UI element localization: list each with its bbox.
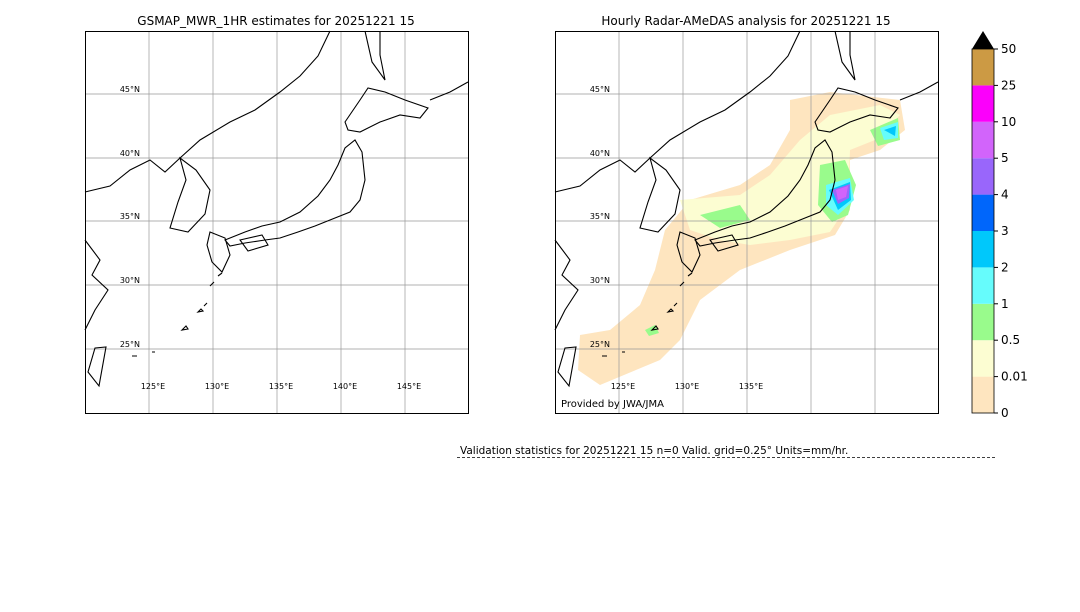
colorbar-label: 0.5 xyxy=(1001,333,1020,347)
colorbar-label: 4 xyxy=(1001,188,1009,202)
colorbar-label: 25 xyxy=(1001,78,1016,92)
colorbar-segment xyxy=(972,158,994,195)
latitude-label: 30°N xyxy=(590,276,610,285)
latitude-label: 40°N xyxy=(120,149,140,158)
latitude-label: 30°N xyxy=(120,276,140,285)
colorbar: 0 0.01 0.5 1 2 3 4 5 10 25 50 xyxy=(971,31,1028,420)
panel-title: GSMAP_MWR_1HR estimates for 20251221 15 xyxy=(137,14,414,28)
colorbar-segment xyxy=(972,340,994,377)
colorbar-segment xyxy=(972,267,994,304)
map-background xyxy=(85,31,468,413)
colorbar-label: 3 xyxy=(1001,224,1009,238)
longitude-label: 135°E xyxy=(269,382,293,391)
longitude-label: 145°E xyxy=(397,382,421,391)
colorbar-label: 0 xyxy=(1001,406,1009,420)
footer-text: Validation statistics for 20251221 15 n=… xyxy=(460,445,848,457)
colorbar-extend xyxy=(972,31,994,49)
colorbar-label: 10 xyxy=(1001,115,1016,129)
colorbar-label: 2 xyxy=(1001,260,1009,274)
map-panels: GSMAP_MWR_1HR estimates for 20251221 15 4… xyxy=(84,14,939,414)
colorbar-segment xyxy=(972,231,994,268)
precipitation-field xyxy=(578,92,905,385)
longitude-label: 130°E xyxy=(205,382,229,391)
longitude-label: 135°E xyxy=(739,382,763,391)
map-panel: GSMAP_MWR_1HR estimates for 20251221 15 4… xyxy=(84,14,469,414)
longitude-label: 125°E xyxy=(611,382,635,391)
colorbar-label: 0.01 xyxy=(1001,370,1028,384)
panel-title: Hourly Radar-AMeDAS analysis for 2025122… xyxy=(601,14,890,28)
map-frame xyxy=(85,31,469,414)
colorbar-segment xyxy=(972,376,994,413)
latitude-label: 45°N xyxy=(590,85,610,94)
colorbar-segment xyxy=(972,85,994,122)
colorbar-label: 50 xyxy=(1001,42,1016,56)
colorbar-label: 5 xyxy=(1001,151,1009,165)
latitude-label: 35°N xyxy=(590,212,610,221)
map-panel: Hourly Radar-AMeDAS analysis for 2025122… xyxy=(554,14,939,414)
colorbar-segment xyxy=(972,121,994,159)
colorbar-label: 1 xyxy=(1001,297,1009,311)
colorbar-segment xyxy=(972,303,994,341)
credit-text: Provided by JWA/JMA xyxy=(561,399,664,410)
longitude-label: 130°E xyxy=(675,382,699,391)
colorbar-segment xyxy=(972,49,994,86)
latitude-label: 25°N xyxy=(590,340,610,349)
longitude-label: 125°E xyxy=(141,382,165,391)
latitude-label: 25°N xyxy=(120,340,140,349)
colorbar-segment xyxy=(972,194,994,231)
latitude-label: 35°N xyxy=(120,212,140,221)
map-frame xyxy=(555,31,939,414)
longitude-label: 140°E xyxy=(333,382,357,391)
latitude-label: 45°N xyxy=(120,85,140,94)
latitude-label: 40°N xyxy=(590,149,610,158)
